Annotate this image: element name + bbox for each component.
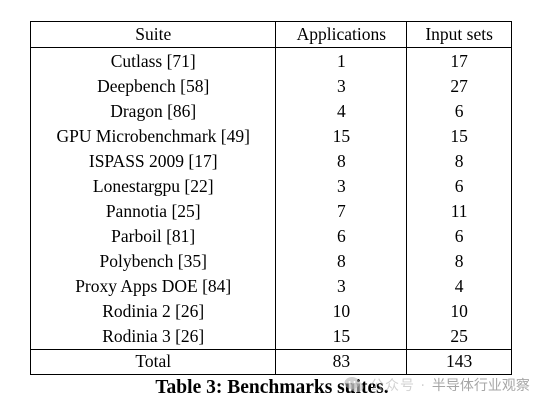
wechat-icon <box>344 376 364 394</box>
cell-applications: 8 <box>275 249 408 274</box>
cell-applications: 6 <box>275 224 408 249</box>
cell-input-sets: 4 <box>406 274 512 299</box>
cell-applications: 8 <box>275 149 408 174</box>
cell-input-sets: 10 <box>406 299 512 324</box>
table-row: Dragon [86] 4 6 <box>29 99 512 124</box>
cell-suite: GPU Microbenchmark [49] <box>29 124 277 149</box>
cell-suite: Lonestargpu [22] <box>29 174 277 199</box>
watermark-prefix: 公众号 · <box>370 378 426 394</box>
table-row: ISPASS 2009 [17] 8 8 <box>29 149 512 174</box>
table-row: Polybench [35] 8 8 <box>29 249 512 274</box>
cell-applications: 3 <box>275 174 408 199</box>
table-row: Rodinia 2 [26] 10 10 <box>29 299 512 324</box>
cell-input-sets: 15 <box>406 124 512 149</box>
cell-suite: Pannotia [25] <box>29 199 277 224</box>
cell-input-sets: 25 <box>406 324 512 350</box>
cell-suite: Cutlass [71] <box>29 47 277 74</box>
cell-suite: Dragon [86] <box>29 99 277 124</box>
header-input-sets: Input sets <box>406 21 512 48</box>
total-input-sets: 143 <box>406 349 512 375</box>
cell-suite: Rodinia 3 [26] <box>29 324 277 350</box>
table-total-row: Total 83 143 <box>29 349 512 375</box>
benchmark-table-container: Suite Applications Input sets Cutlass [7… <box>29 21 512 375</box>
cell-applications: 15 <box>275 324 408 350</box>
table-row: Cutlass [71] 1 17 <box>29 47 512 74</box>
table-row: Proxy Apps DOE [84] 3 4 <box>29 274 512 299</box>
cell-suite: Parboil [81] <box>29 224 277 249</box>
cell-input-sets: 11 <box>406 199 512 224</box>
cell-input-sets: 6 <box>406 224 512 249</box>
table-header-row: Suite Applications Input sets <box>29 21 512 48</box>
table-row: Pannotia [25] 7 11 <box>29 199 512 224</box>
header-applications: Applications <box>275 21 408 48</box>
table-row: Parboil [81] 6 6 <box>29 224 512 249</box>
cell-applications: 7 <box>275 199 408 224</box>
total-label: Total <box>29 349 277 375</box>
table-row: GPU Microbenchmark [49] 15 15 <box>29 124 512 149</box>
watermark-text: 半导体行业观察 <box>431 378 530 394</box>
cell-applications: 10 <box>275 299 408 324</box>
header-suite: Suite <box>29 21 277 48</box>
table-row: Deepbench [58] 3 27 <box>29 74 512 99</box>
cell-suite: Polybench [35] <box>29 249 277 274</box>
cell-applications: 15 <box>275 124 408 149</box>
benchmark-suites-table: Suite Applications Input sets Cutlass [7… <box>29 21 512 375</box>
total-applications: 83 <box>275 349 408 375</box>
cell-suite: Proxy Apps DOE [84] <box>29 274 277 299</box>
cell-input-sets: 8 <box>406 249 512 274</box>
watermark: 公众号 · 半导体行业观察 <box>344 375 530 395</box>
cell-input-sets: 8 <box>406 149 512 174</box>
cell-input-sets: 17 <box>406 47 512 74</box>
table-row: Lonestargpu [22] 3 6 <box>29 174 512 199</box>
table-caption: Table 3: Benchmarks suites. <box>155 377 389 398</box>
cell-input-sets: 6 <box>406 99 512 124</box>
cell-suite: ISPASS 2009 [17] <box>29 149 277 174</box>
cell-suite: Deepbench [58] <box>29 74 277 99</box>
cell-applications: 4 <box>275 99 408 124</box>
cell-input-sets: 27 <box>406 74 512 99</box>
cell-suite: Rodinia 2 [26] <box>29 299 277 324</box>
cell-applications: 1 <box>275 47 408 74</box>
cell-applications: 3 <box>275 274 408 299</box>
table-row: Rodinia 3 [26] 15 25 <box>29 324 512 350</box>
cell-applications: 3 <box>275 74 408 99</box>
cell-input-sets: 6 <box>406 174 512 199</box>
